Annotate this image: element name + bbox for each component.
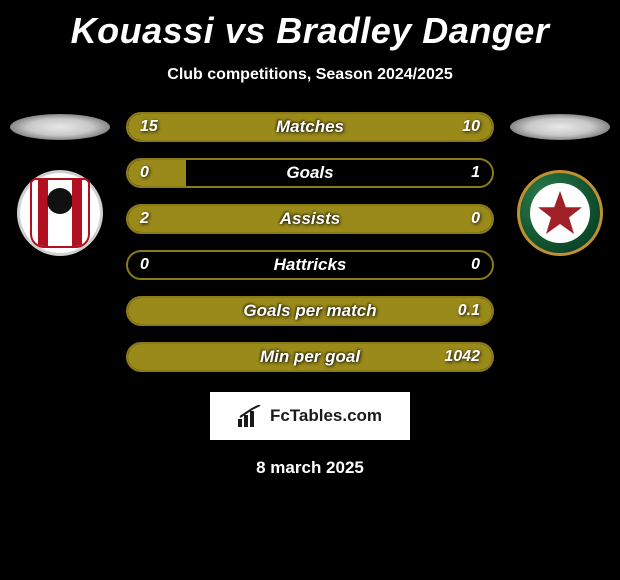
stat-value-right: 1: [471, 164, 480, 182]
stat-value-right: 0.1: [458, 302, 480, 320]
left-club-badge-shield: [30, 178, 90, 248]
right-player-placeholder: [510, 114, 610, 140]
stats-bars: 15 Matches 10 0 Goals 1 2 Assists 0 0 Ha…: [110, 112, 510, 372]
star-icon: [536, 189, 584, 237]
stat-value-left: 15: [140, 118, 158, 136]
stat-row-assists: 2 Assists 0: [126, 204, 494, 234]
stat-value-right: 1042: [444, 348, 480, 366]
stat-label: Hattricks: [128, 255, 492, 275]
stat-value-right: 0: [471, 210, 480, 228]
stat-fill-full: [128, 344, 492, 370]
stat-fill-full: [128, 206, 492, 232]
left-club-badge: [17, 170, 103, 256]
stat-value-right: 10: [462, 118, 480, 136]
stat-value-right: 0: [471, 256, 480, 274]
right-player-column: [510, 112, 610, 256]
stat-row-min-per-goal: Min per goal 1042: [126, 342, 494, 372]
stat-fill-left: [128, 114, 346, 140]
left-club-badge-emblem: [47, 188, 73, 214]
stat-fill-full: [128, 298, 492, 324]
stat-value-left: 0: [140, 256, 149, 274]
footer-brand-logo[interactable]: FcTables.com: [210, 392, 410, 440]
right-club-badge: [517, 170, 603, 256]
stat-row-matches: 15 Matches 10: [126, 112, 494, 142]
subtitle: Club competitions, Season 2024/2025: [0, 66, 620, 84]
left-player-placeholder: [10, 114, 110, 140]
chart-icon: [238, 405, 264, 427]
stat-row-hattricks: 0 Hattricks 0: [126, 250, 494, 280]
right-club-badge-inner: [530, 183, 590, 243]
left-player-column: [10, 112, 110, 256]
footer-brand-text: FcTables.com: [270, 406, 382, 426]
stat-row-goals: 0 Goals 1: [126, 158, 494, 188]
stat-fill-left: [128, 160, 186, 186]
comparison-content: 15 Matches 10 0 Goals 1 2 Assists 0 0 Ha…: [0, 112, 620, 372]
stat-value-left: 0: [140, 164, 149, 182]
page-title: Kouassi vs Bradley Danger: [0, 0, 620, 52]
stat-value-left: 2: [140, 210, 149, 228]
stat-row-goals-per-match: Goals per match 0.1: [126, 296, 494, 326]
date-label: 8 march 2025: [0, 458, 620, 478]
